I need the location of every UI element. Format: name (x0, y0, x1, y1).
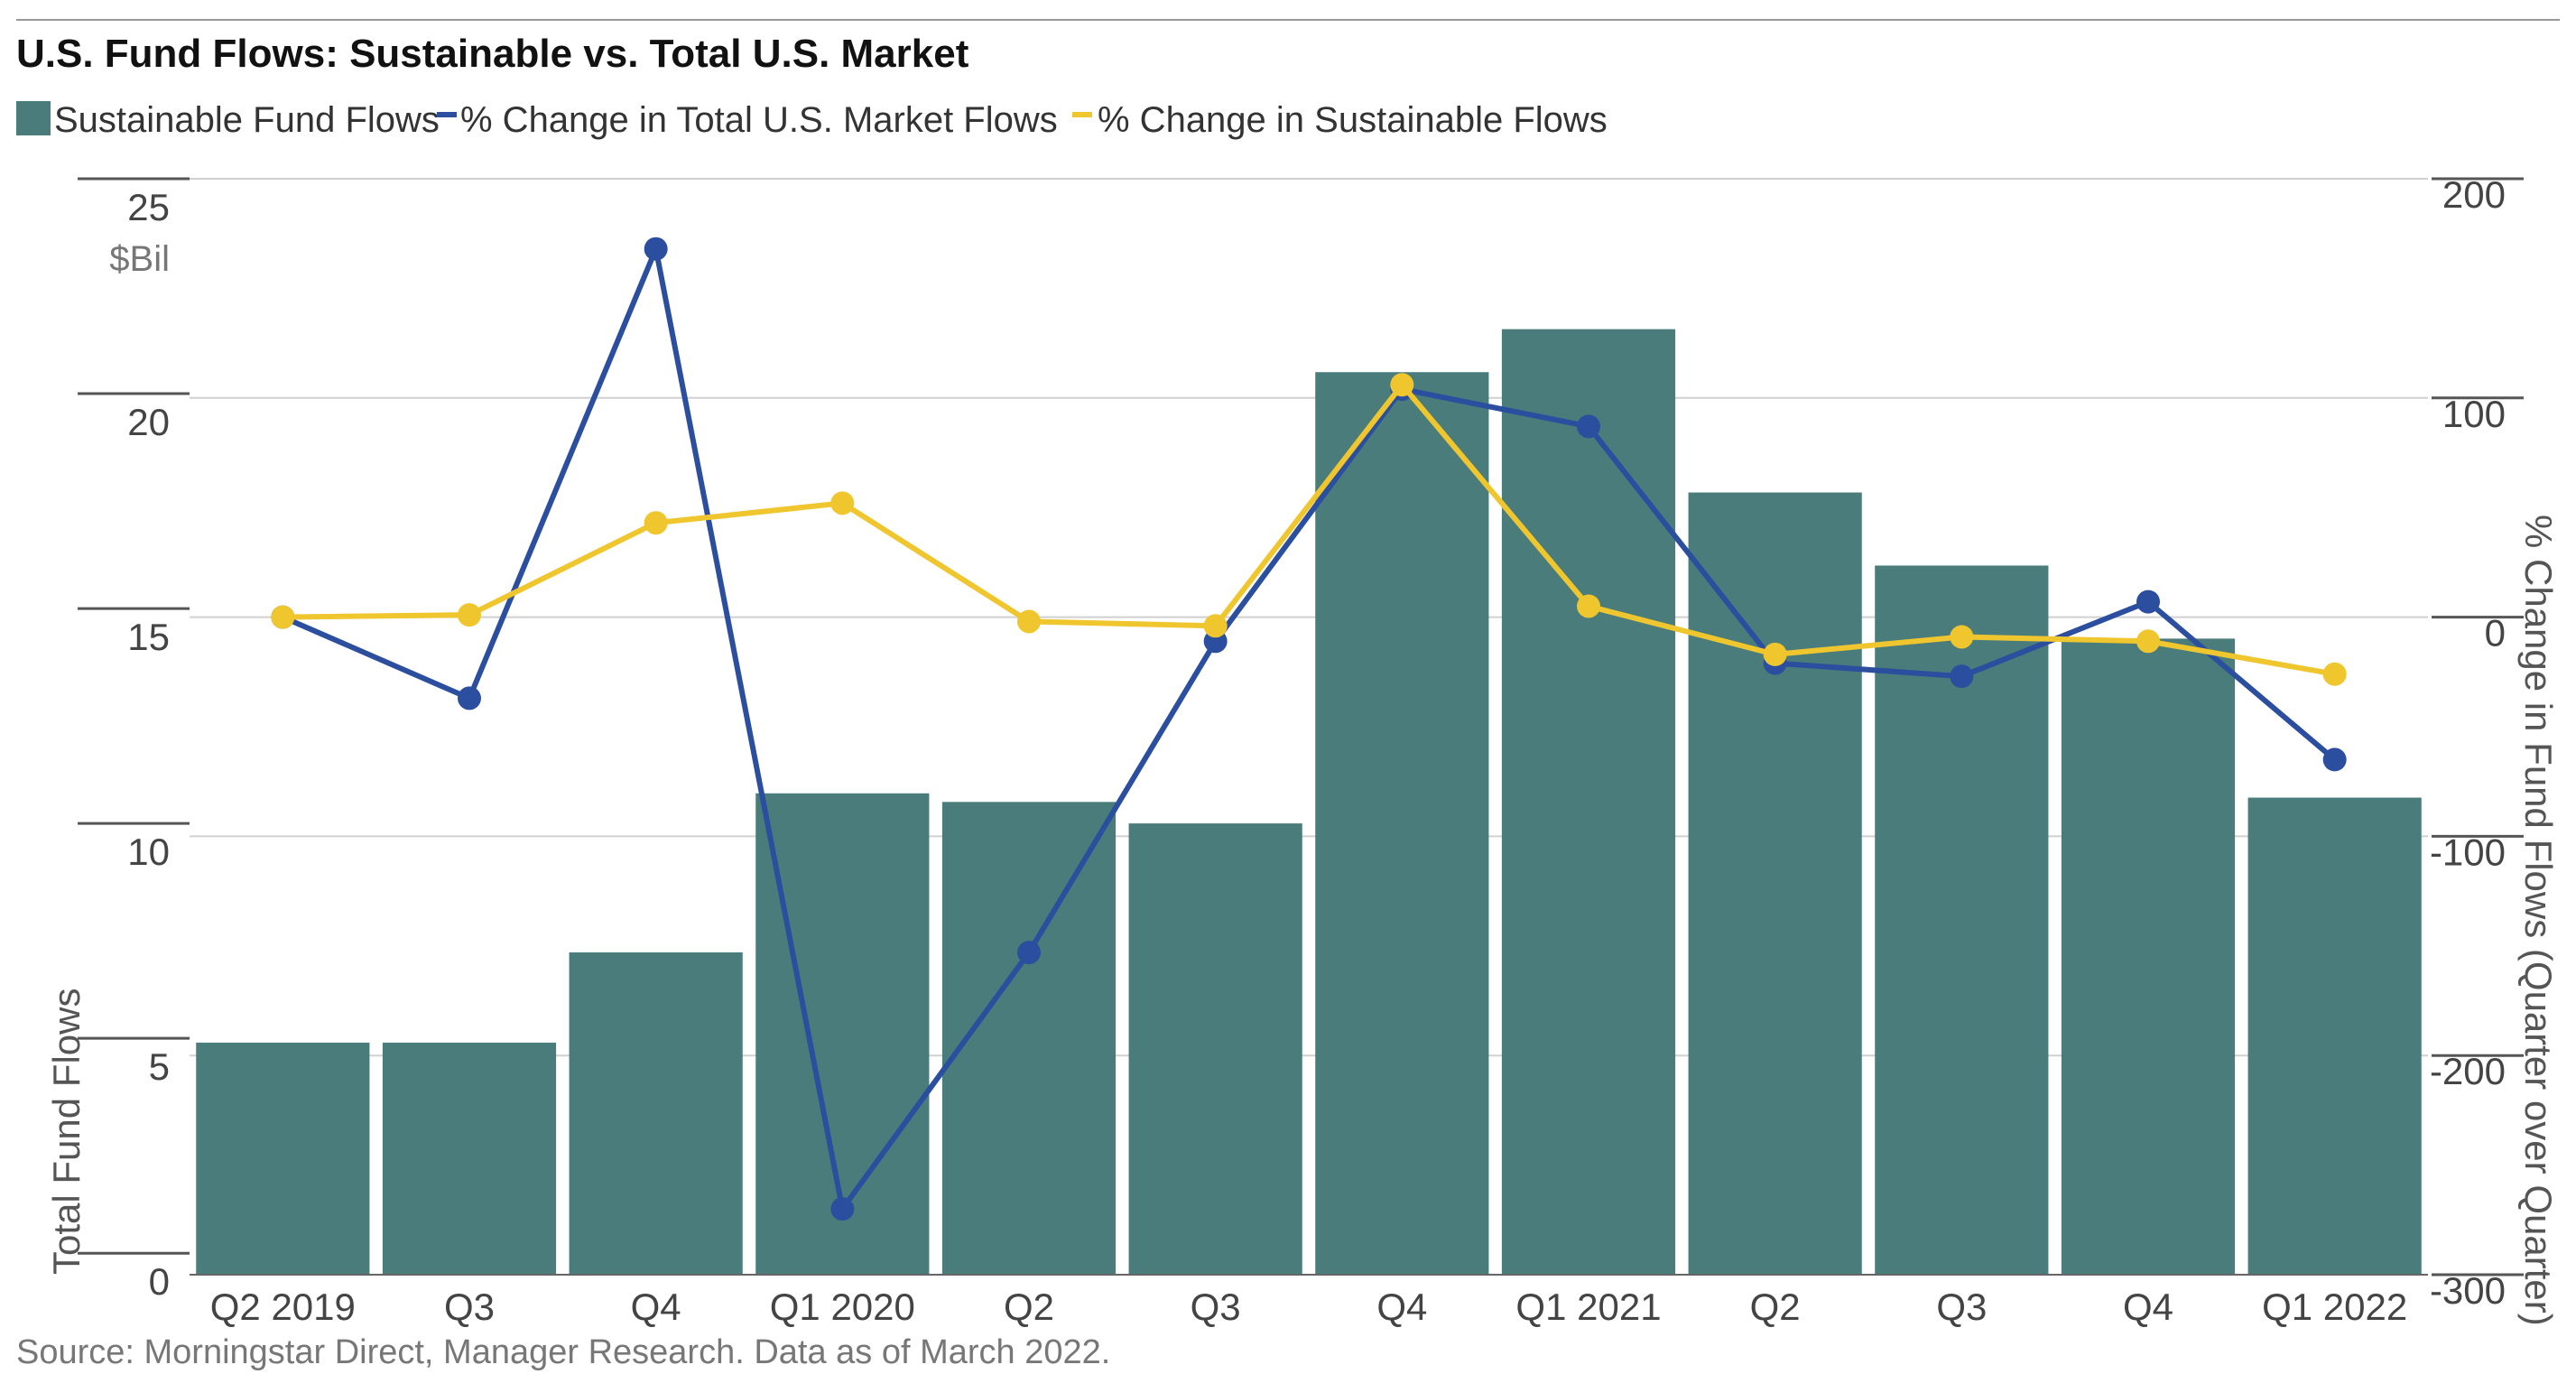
bar-q3-5 (1128, 823, 1302, 1275)
sustainable-point-5 (1203, 614, 1228, 638)
sustainable-point-1 (458, 603, 481, 627)
bar-q2-8 (1688, 492, 1862, 1275)
sustainable-point-11 (2322, 662, 2347, 686)
x-label-5: Q3 (1191, 1286, 1241, 1328)
source-note: Source: Morningstar Direct, Manager Rese… (16, 1333, 1110, 1371)
bar-q1-2022-11 (2247, 797, 2422, 1275)
left-tick-label: 15 (127, 616, 170, 658)
left-axis-title: Total Fund Flows (45, 989, 88, 1275)
bar-q4-6 (1315, 372, 1489, 1275)
right-axis-title: % Change in Fund Flows (Quarter over Qua… (2517, 515, 2560, 1326)
total-market-point-11 (2322, 747, 2347, 772)
right-tick-label: 200 (2442, 173, 2506, 216)
bar-q2-2019-0 (196, 1042, 370, 1275)
x-label-3: Q1 2020 (770, 1286, 915, 1328)
legend-label-sustainable-fund-flows: Sustainable Fund Flows (54, 100, 440, 140)
bar-q4-10 (2061, 638, 2236, 1275)
x-label-7: Q1 2021 (1515, 1286, 1661, 1328)
sustainable-path (283, 382, 2336, 677)
legend-swatch-sustainable-fund-flows (16, 101, 51, 135)
x-label-9: Q3 (1936, 1286, 1987, 1328)
sustainable-point-0 (271, 605, 295, 629)
sustainable-point-3 (830, 491, 855, 515)
right-tick-label: -100 (2430, 831, 2506, 873)
legend-label-sustainable-flows: % Change in Sustainable Flows (1098, 100, 1608, 140)
right-axis-ticks: -300 -200 -100 0 100 200 (2430, 173, 2524, 1312)
total-market-point-2 (644, 237, 668, 261)
x-label-4: Q2 (1004, 1286, 1054, 1328)
chart-title: U.S. Fund Flows: Sustainable vs. Total U… (16, 32, 969, 76)
x-axis-labels: Q2 2019 Q3 Q4 Q1 2020 Q2 Q3 Q4 Q1 2021 Q2 Q3 Q4 Q1 … (210, 1286, 2407, 1328)
bar-q3-1 (382, 1042, 557, 1275)
sustainable-point-6 (1390, 373, 1414, 397)
left-tick-label: 25 (127, 186, 170, 228)
x-label-10: Q4 (2123, 1286, 2173, 1328)
right-tick-label: -200 (2430, 1050, 2506, 1092)
x-label-8: Q2 (1750, 1286, 1801, 1328)
sustainable-point-4 (1017, 609, 1041, 634)
total-market-path (282, 246, 2337, 1212)
bar-q1-2020-3 (755, 793, 930, 1275)
sustainable-point-7 (1577, 594, 1600, 618)
total-market-point-3 (830, 1197, 855, 1221)
right-tick-label: 0 (2485, 612, 2506, 655)
sustainable-point-10 (2136, 629, 2160, 654)
bar-q2-4 (941, 802, 1117, 1275)
left-tick-label: 10 (127, 831, 170, 873)
total-market-point-9 (1950, 664, 1974, 689)
left-axis-ticks: 0 5 10 15 20 25 (78, 177, 190, 1303)
left-tick-label: 20 (127, 401, 170, 443)
legend: Sustainable Fund Flows % Change in Total… (16, 100, 1608, 140)
total-market-point-4 (1017, 941, 1041, 965)
line-sustainable-flows (271, 373, 2347, 686)
x-label-0: Q2 2019 (210, 1286, 356, 1328)
left-tick-label: 5 (149, 1045, 170, 1088)
x-label-1: Q3 (444, 1286, 495, 1328)
left-axis-unit: $Bil (109, 239, 170, 279)
x-label-2: Q4 (631, 1286, 681, 1328)
bar-q4-2 (569, 952, 743, 1275)
legend-label-total-market: % Change in Total U.S. Market Flows (460, 100, 1058, 140)
right-tick-label: -300 (2430, 1269, 2506, 1312)
total-market-point-7 (1577, 414, 1600, 439)
bar-q1-2021-7 (1501, 329, 1676, 1275)
total-market-point-1 (458, 686, 481, 710)
total-market-point-10 (2136, 590, 2160, 614)
sustainable-point-2 (644, 511, 668, 535)
left-tick-label: 0 (149, 1260, 170, 1303)
sustainable-point-9 (1950, 625, 1974, 649)
x-label-11: Q1 2022 (2262, 1286, 2407, 1328)
right-tick-label: 100 (2442, 393, 2506, 435)
sustainable-point-8 (1763, 642, 1787, 666)
bars-sustainable-fund-flows (196, 329, 2422, 1275)
x-label-6: Q4 (1376, 1286, 1427, 1328)
